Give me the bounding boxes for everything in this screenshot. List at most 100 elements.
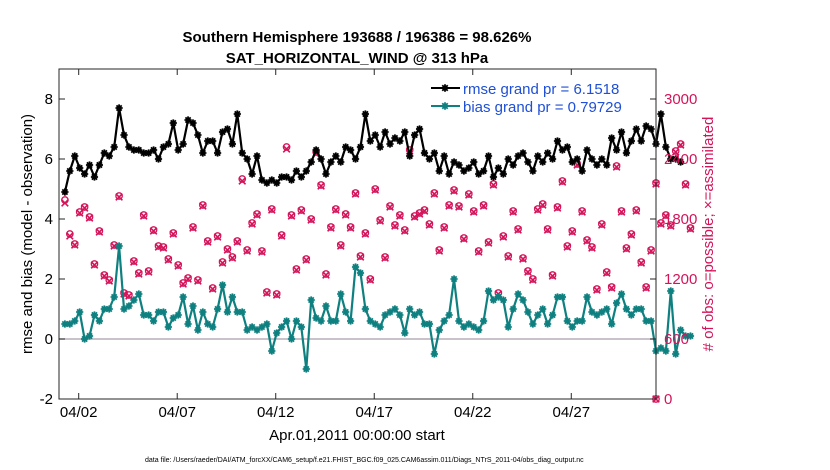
obs-assimilated-point: [174, 262, 183, 270]
x-tick-label: 04/12: [257, 404, 295, 421]
bias-point: [445, 311, 453, 319]
obs-possible-point: [169, 229, 178, 237]
bias-point: [233, 308, 241, 316]
bias-point: [558, 293, 567, 301]
obs-assimilated-point: [164, 256, 173, 264]
obs-assimilated-point: [130, 258, 138, 266]
obs-assimilated-point: [263, 289, 271, 297]
obs-assimilated-point: [499, 233, 508, 241]
obs-possible-point: [134, 269, 143, 277]
obs-assimilated-point: [430, 190, 439, 198]
obs-possible-point: [597, 220, 606, 228]
rmse-point: [179, 140, 187, 148]
rmse-point: [534, 152, 542, 160]
bias-point: [519, 296, 527, 304]
bias-point: [164, 323, 172, 331]
bias-point: [337, 290, 345, 298]
obs-possible-point: [80, 203, 89, 211]
obs-possible-point: [272, 290, 281, 298]
y-right-tick-label: 3000: [664, 91, 697, 108]
rmse-point: [637, 137, 645, 145]
rmse-point: [95, 161, 103, 169]
obs-possible-point: [198, 201, 207, 209]
obs-assimilated-point: [218, 259, 227, 267]
obs-assimilated-point: [159, 244, 168, 252]
obs-assimilated-point: [366, 276, 375, 284]
plot-frame: [58, 68, 657, 400]
rmse-point: [445, 170, 453, 178]
rmse-point: [356, 143, 365, 151]
rmse-point: [130, 146, 138, 154]
obs-assimilated-point: [213, 233, 222, 241]
obs-assimilated-point: [267, 206, 276, 214]
bias-point: [159, 308, 168, 316]
bias-point: [140, 311, 148, 319]
x-tick-label: 04/07: [158, 404, 196, 421]
obs-assimilated-point: [445, 202, 453, 210]
obs-assimilated-point: [612, 163, 621, 171]
obs-possible-point: [593, 285, 601, 293]
rmse-point: [322, 170, 330, 178]
bias-point: [415, 308, 424, 316]
bias-point: [435, 326, 443, 334]
rmse-point: [90, 173, 99, 181]
bias-point: [154, 308, 163, 316]
obs-possible-point: [400, 226, 409, 234]
obs-possible-point: [336, 241, 345, 249]
obs-assimilated-point: [391, 222, 399, 230]
obs-possible-point: [282, 143, 291, 151]
bias-point: [322, 302, 330, 310]
obs-assimilated-point: [346, 224, 355, 232]
legend-rmse-star: [441, 84, 449, 92]
obs-possible-point: [504, 252, 513, 260]
rmse-point: [598, 155, 606, 163]
obs-assimilated-point: [361, 230, 370, 238]
obs-assimilated-point: [455, 203, 463, 211]
rmse-point: [302, 167, 310, 175]
bias-point: [149, 317, 158, 325]
bias-point: [253, 326, 261, 334]
bias-point: [218, 281, 227, 289]
bias-point: [475, 326, 483, 334]
obs-assimilated-point: [371, 186, 380, 194]
bias-point: [563, 317, 571, 325]
obs-possible-point: [361, 229, 370, 237]
obs-possible-point: [489, 180, 498, 188]
rmse-point: [115, 104, 123, 112]
obs-assimilated-point: [568, 228, 577, 236]
bias-point: [672, 350, 680, 358]
rmse-point: [110, 143, 118, 151]
rmse-point: [657, 110, 665, 118]
obs-possible-point: [90, 260, 99, 268]
rmse-point: [455, 161, 463, 169]
obs-possible-point: [622, 244, 631, 252]
rmse-point: [149, 146, 158, 154]
obs-assimilated-point: [583, 237, 591, 245]
obs-possible-point: [258, 247, 266, 255]
rmse-point: [583, 146, 591, 154]
obs-assimilated-point: [681, 181, 690, 189]
rmse-point: [396, 137, 404, 145]
bias-point: [627, 311, 635, 319]
obs-assimilated-point: [617, 208, 626, 216]
rmse-point: [544, 149, 552, 157]
rmse-point: [233, 110, 241, 118]
rmse-point: [509, 161, 517, 169]
obs-assimilated-point: [228, 254, 237, 262]
y-tick-label: 6: [45, 151, 53, 168]
bias-point: [450, 275, 458, 283]
y-tick-label: 0: [45, 331, 53, 348]
obs-possible-point: [189, 223, 197, 231]
bias-point: [455, 317, 463, 325]
obs-possible-point: [238, 175, 247, 183]
bias-point: [632, 305, 640, 313]
bias-point: [332, 317, 340, 325]
obs-assimilated-point: [563, 243, 572, 251]
rmse-point: [327, 158, 335, 166]
obs-possible-point: [671, 147, 680, 155]
obs-assimilated-point: [395, 212, 404, 220]
rmse-point: [154, 155, 163, 163]
obs-possible-point: [381, 253, 389, 261]
rmse-point: [627, 137, 635, 145]
y-tick-label: 8: [45, 91, 53, 108]
